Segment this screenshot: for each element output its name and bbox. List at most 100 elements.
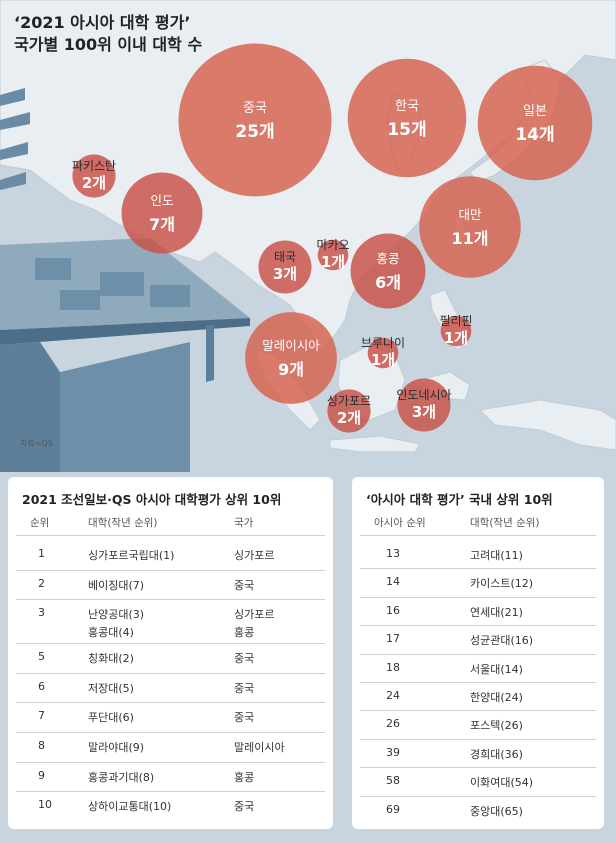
row-divider	[360, 795, 596, 797]
bubble-value-대만: 11개	[452, 229, 489, 248]
table-row: 10 상하이교통대(10) 중국	[8, 794, 333, 824]
row-divider	[360, 653, 596, 655]
row-divider	[360, 596, 596, 598]
table-row: 1 싱가포르국립대(1) 싱가포르	[8, 543, 333, 573]
rank-cell: 16	[386, 603, 400, 617]
bubble-value-홍콩: 6개	[375, 273, 401, 292]
rank-cell: 2	[38, 576, 45, 590]
table-row: 9 홍콩과기대(8) 홍콩	[8, 765, 333, 795]
bubble-말레이시아	[245, 312, 337, 404]
rank-cell: 14	[386, 575, 400, 589]
table-row: 24 한양대(24)	[352, 685, 604, 713]
country-cell: 중국	[234, 652, 255, 666]
country-cell: 말레이시아	[234, 741, 285, 754]
bubble-일본	[477, 65, 593, 181]
bubble-value-인도: 7개	[149, 215, 175, 234]
univ-cell: 포스텍(26)	[470, 719, 523, 733]
bubble-value-싱가포르: 2개	[337, 409, 361, 427]
table-row: 26 포스텍(26)	[352, 713, 604, 741]
bubble-중국	[178, 43, 332, 197]
row-divider	[16, 643, 325, 645]
bubble-value-파키스탄: 2개	[82, 174, 106, 192]
top10-header-country: 국가	[234, 517, 254, 529]
rank-cell: 26	[386, 717, 400, 731]
country-cell: 중국	[234, 681, 255, 695]
desk-illustration	[0, 88, 250, 472]
bubble-value-태국: 3개	[273, 265, 297, 283]
table-row: 39 경희대(36)	[352, 742, 604, 770]
bubble-label-한국: 한국	[395, 99, 419, 114]
row-divider	[16, 791, 325, 793]
bubble-value-말레이시아: 9개	[278, 360, 304, 379]
row-divider	[360, 710, 596, 712]
rank-cell: 39	[386, 745, 400, 759]
country-cell: 중국	[234, 578, 255, 592]
row-divider	[360, 738, 596, 740]
row-divider	[16, 702, 325, 704]
univ-cell: 칭화대(2)	[88, 652, 134, 666]
univ-cell: 상하이교통대(10)	[88, 800, 172, 814]
univ-cell: 고려대(11)	[470, 549, 523, 562]
rank-cell: 18	[386, 660, 400, 674]
bubble-label-태국: 태국	[274, 250, 296, 264]
bubble-layer: 중국25개한국15개일본14개대만11개말레이시아9개인도7개홍콩6개태국3개인…	[72, 43, 593, 433]
source-credit: 자료=QS	[20, 439, 53, 448]
bubble-label-인도네시아: 인도네시아	[396, 388, 451, 402]
korea10-title: ‘아시아 대학 평가’ 국내 상위 10위	[366, 492, 553, 507]
univ-cell: 이화여대(54)	[470, 776, 534, 790]
bubble-브루나이	[367, 337, 399, 369]
univ-cell: 카이스트(12)	[470, 577, 534, 591]
row-divider	[360, 682, 596, 683]
bubble-마카오	[317, 239, 349, 271]
bubble-label-말레이시아: 말레이시아	[262, 338, 320, 353]
bubble-label-대만: 대만	[458, 207, 482, 222]
univ-cell: 푸단대(6)	[88, 711, 134, 725]
top10-header-divider	[16, 535, 325, 536]
bubble-label-중국: 중국	[243, 101, 267, 116]
table-row: 6 저장대(5) 중국	[8, 676, 333, 706]
rank-cell: 13	[386, 547, 400, 560]
asia-map: 중국25개한국15개일본14개대만11개말레이시아9개인도7개홍콩6개태국3개인…	[0, 0, 616, 472]
bubble-value-일본: 14개	[515, 125, 554, 145]
univ-cell: 중앙대(65)	[470, 804, 523, 818]
univ-cell: 홍콩과기대(8)	[88, 770, 155, 784]
rank-cell: 24	[386, 689, 400, 702]
country-cell: 홍콩	[234, 626, 255, 640]
rank-cell: 6	[38, 679, 45, 693]
map-title-line2: 국가별 100위 이내 대학 수	[14, 35, 203, 54]
rank-cell: 1	[38, 547, 45, 560]
row-divider	[360, 767, 596, 769]
univ-cell: 난양공대(3)	[88, 608, 145, 622]
korea10-header-divider	[360, 535, 596, 536]
bubble-value-한국: 15개	[387, 120, 426, 140]
bubble-한국	[347, 58, 467, 178]
bubble-label-마카오: 마카오	[316, 238, 349, 252]
bubble-value-중국: 25개	[235, 122, 274, 142]
bubble-인도	[121, 172, 203, 254]
korea10-header-univ: 대학(작년 순위)	[470, 517, 540, 529]
top10-title: 2021 조선일보·QS 아시아 대학평가 상위 10위	[22, 492, 282, 507]
bubble-싱가포르	[327, 389, 371, 433]
rank-cell: 3	[38, 606, 45, 620]
bubble-태국	[258, 240, 312, 294]
bubble-인도네시아	[397, 378, 451, 432]
univ-cell: 홍콩대(4)	[88, 626, 134, 640]
table-row: 7 푸단대(6) 중국	[8, 705, 333, 735]
korea10-header-rank: 아시아 순위	[374, 517, 426, 529]
bubble-필리핀	[440, 315, 472, 347]
rank-cell: 10	[38, 798, 52, 812]
country-cell: 중국	[234, 711, 255, 725]
top10-header-univ: 대학(작년 순위)	[88, 517, 158, 529]
map-title-line1: ‘2021 아시아 대학 평가’	[14, 13, 191, 32]
table-row: 17 성균관대(16)	[352, 628, 604, 656]
univ-cell: 말라야대(9)	[88, 741, 145, 754]
rank-cell: 69	[386, 802, 400, 816]
rank-cell: 58	[386, 774, 400, 788]
bubble-label-파키스탄: 파키스탄	[72, 159, 116, 173]
top10-header-rank: 순위	[30, 517, 50, 529]
table-row: 8 말라야대(9) 말레이시아	[8, 735, 333, 765]
bubble-value-인도네시아: 3개	[412, 403, 436, 421]
bubble-value-필리핀: 1개	[444, 329, 468, 347]
bubble-label-인도: 인도	[150, 193, 173, 208]
univ-cell: 베이징대(7)	[88, 578, 145, 592]
